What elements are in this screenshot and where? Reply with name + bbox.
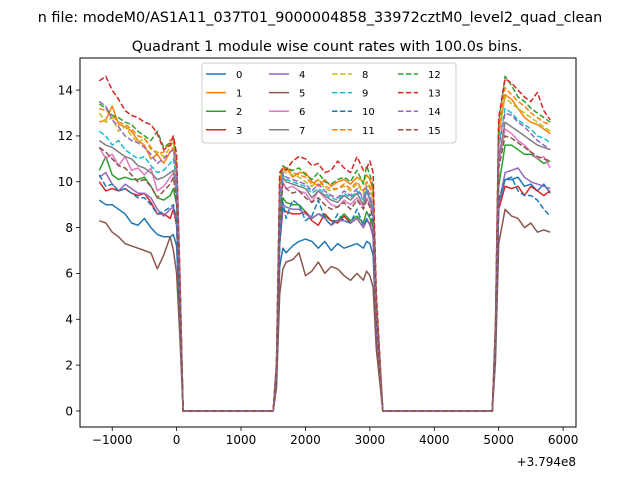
y-tick-label: 0 <box>65 404 73 418</box>
x-tick-label: 6000 <box>548 433 579 447</box>
series-line-14 <box>98 100 551 412</box>
legend-label-1: 1 <box>236 89 242 100</box>
legend-label-12: 12 <box>428 70 441 81</box>
x-tick-label: 5000 <box>483 433 514 447</box>
legend-label-6: 6 <box>299 107 305 118</box>
x-tick-label: 2000 <box>290 433 321 447</box>
series-line-15 <box>98 135 551 412</box>
axes-frame <box>79 57 577 428</box>
ticks-layer: −1000 0 1000 2000 3000 4000 5000 60000246810121… <box>58 83 579 447</box>
x-tick-label: 4000 <box>419 433 450 447</box>
y-tick-label: 4 <box>65 313 73 327</box>
y-tick-label: 2 <box>65 358 73 372</box>
y-tick-label: 12 <box>58 129 73 143</box>
legend-label-9: 9 <box>362 89 368 100</box>
legend-label-7: 7 <box>299 126 305 137</box>
series-line-8 <box>98 96 551 412</box>
chart-suptitle: n file: modeM0/AS1A11_037T01_9000004858_… <box>38 10 603 26</box>
legend-label-15: 15 <box>428 126 441 137</box>
series-line-10 <box>98 174 551 412</box>
legend-label-5: 5 <box>299 89 305 100</box>
legend-label-11: 11 <box>362 126 375 137</box>
series-line-9 <box>98 107 551 412</box>
legend-label-2: 2 <box>236 107 242 118</box>
legend-label-13: 13 <box>428 89 441 100</box>
series-line-6 <box>98 128 551 412</box>
x-offset-label: +3.794e8 <box>517 455 576 469</box>
legend-box <box>201 62 457 144</box>
x-tick-label: 0 <box>173 433 181 447</box>
legend-label-8: 8 <box>362 70 368 81</box>
x-tick-label: 3000 <box>355 433 386 447</box>
chart-title: Quadrant 1 module wise count rates with … <box>132 39 523 55</box>
legend-label-4: 4 <box>299 70 305 81</box>
legend-label-0: 0 <box>236 70 242 81</box>
y-tick-label: 14 <box>58 83 73 97</box>
legend-label-14: 14 <box>428 107 441 118</box>
x-tick-label: −1000 <box>92 433 133 447</box>
y-tick-label: 6 <box>65 267 73 281</box>
x-tick-label: 1000 <box>226 433 257 447</box>
y-tick-label: 8 <box>65 221 73 235</box>
series-line-5 <box>99 208 551 412</box>
series-line-7 <box>98 121 551 412</box>
series-layer <box>98 75 551 412</box>
series-line-2 <box>98 144 551 412</box>
legend-label-3: 3 <box>236 126 242 137</box>
y-tick-label: 10 <box>58 175 73 189</box>
legend-label-10: 10 <box>362 107 375 118</box>
